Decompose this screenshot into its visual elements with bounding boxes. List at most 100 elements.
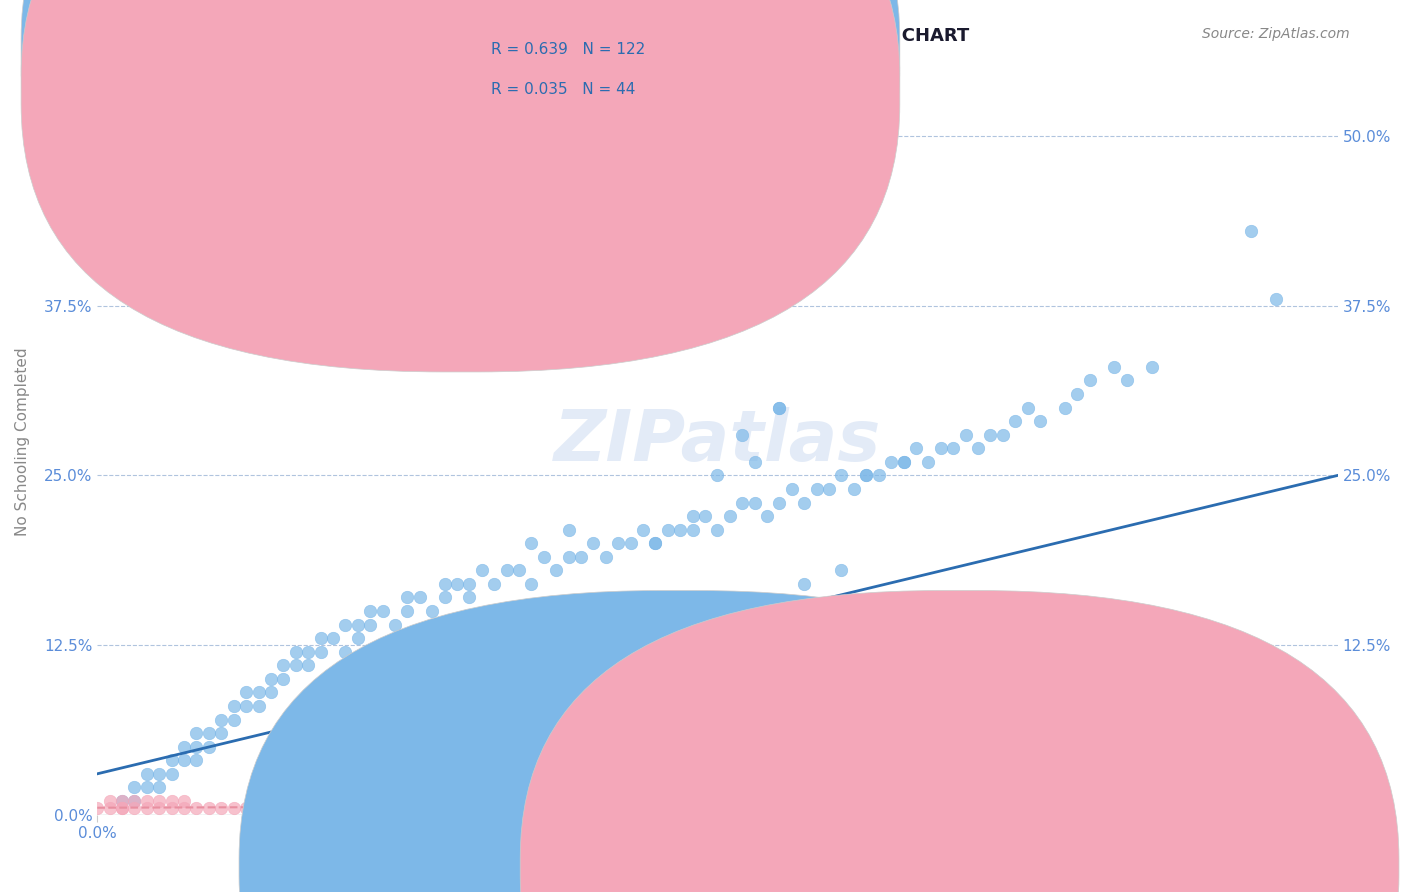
Point — [209, 801, 232, 815]
Point — [471, 563, 494, 577]
Point — [433, 591, 456, 605]
Point — [482, 577, 505, 591]
Point — [247, 801, 270, 815]
Point — [582, 801, 605, 815]
Point — [557, 523, 579, 537]
Point — [669, 523, 692, 537]
Point — [235, 801, 257, 815]
Point — [148, 767, 170, 781]
Point — [173, 753, 195, 767]
Point — [508, 801, 530, 815]
Point — [420, 604, 443, 618]
Point — [346, 631, 368, 645]
Point — [335, 617, 357, 632]
Point — [124, 801, 146, 815]
Point — [830, 563, 852, 577]
Point — [682, 801, 704, 815]
Point — [458, 591, 481, 605]
Point — [1029, 414, 1052, 428]
Point — [780, 482, 803, 496]
Point — [160, 767, 183, 781]
Point — [682, 523, 704, 537]
Point — [806, 739, 828, 754]
Point — [309, 631, 332, 645]
Point — [111, 794, 134, 808]
Y-axis label: No Schooling Completed: No Schooling Completed — [15, 347, 30, 536]
Point — [198, 801, 221, 815]
Point — [433, 577, 456, 591]
Point — [917, 455, 939, 469]
Point — [260, 685, 283, 699]
Point — [198, 739, 221, 754]
Point — [855, 468, 877, 483]
Point — [284, 645, 307, 659]
Point — [173, 739, 195, 754]
Point — [620, 536, 643, 550]
Point — [520, 577, 543, 591]
Point — [209, 713, 232, 727]
Point — [508, 563, 530, 577]
Point — [756, 509, 779, 524]
Point — [768, 401, 790, 415]
Point — [768, 801, 790, 815]
Point — [582, 617, 605, 632]
Point — [991, 427, 1014, 442]
Point — [186, 739, 208, 754]
Point — [706, 801, 728, 815]
Point — [111, 794, 134, 808]
Point — [880, 455, 903, 469]
Point — [359, 617, 381, 632]
Point — [682, 509, 704, 524]
Point — [359, 801, 381, 815]
Point — [631, 523, 654, 537]
Point — [607, 801, 630, 815]
Point — [806, 482, 828, 496]
Point — [111, 801, 134, 815]
Point — [173, 801, 195, 815]
Text: Source: ZipAtlas.com: Source: ZipAtlas.com — [1202, 27, 1350, 41]
Point — [186, 753, 208, 767]
Point — [793, 495, 815, 509]
Point — [98, 794, 121, 808]
Point — [582, 536, 605, 550]
Point — [371, 604, 394, 618]
Point — [98, 801, 121, 815]
Point — [346, 617, 368, 632]
Point — [160, 794, 183, 808]
Point — [135, 801, 157, 815]
Point — [297, 658, 319, 673]
Point — [148, 780, 170, 795]
Point — [135, 767, 157, 781]
Point — [446, 577, 468, 591]
Point — [160, 753, 183, 767]
Point — [173, 794, 195, 808]
Point — [309, 645, 332, 659]
Point — [148, 794, 170, 808]
Point — [893, 455, 915, 469]
Point — [271, 801, 294, 815]
Point — [929, 442, 952, 456]
Point — [86, 801, 108, 815]
Point — [384, 617, 406, 632]
Point — [335, 645, 357, 659]
Point — [271, 658, 294, 673]
Point — [247, 698, 270, 713]
Point — [644, 536, 666, 550]
Point — [458, 577, 481, 591]
Point — [979, 427, 1001, 442]
Point — [124, 794, 146, 808]
Point — [260, 801, 283, 815]
Point — [842, 482, 865, 496]
Text: R = 0.639   N = 122: R = 0.639 N = 122 — [491, 42, 645, 56]
Point — [595, 549, 617, 564]
Point — [657, 523, 679, 537]
Point — [222, 698, 245, 713]
Point — [768, 495, 790, 509]
Point — [135, 780, 157, 795]
Point — [620, 604, 643, 618]
Point — [458, 801, 481, 815]
Point — [868, 468, 890, 483]
Point — [297, 645, 319, 659]
Point — [607, 536, 630, 550]
Point — [384, 801, 406, 815]
